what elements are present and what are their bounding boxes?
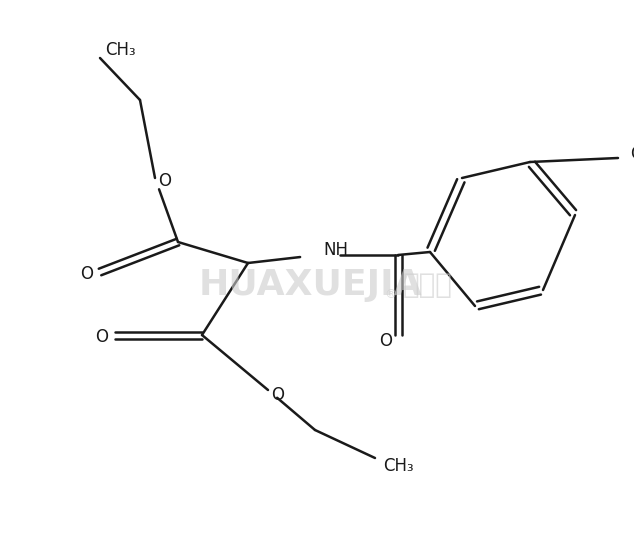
Text: O: O (158, 172, 172, 190)
Text: Cl: Cl (630, 145, 634, 163)
Text: CH₃: CH₃ (383, 457, 413, 475)
Text: ®: ® (384, 288, 396, 301)
Text: NH: NH (323, 241, 348, 259)
Text: HUAXUEJIA: HUAXUEJIA (198, 268, 422, 302)
Text: O: O (81, 265, 93, 283)
Text: O: O (271, 386, 285, 404)
Text: O: O (380, 332, 392, 350)
Text: CH₃: CH₃ (105, 41, 136, 59)
Text: O: O (96, 328, 108, 346)
Text: 化学加: 化学加 (403, 271, 453, 299)
